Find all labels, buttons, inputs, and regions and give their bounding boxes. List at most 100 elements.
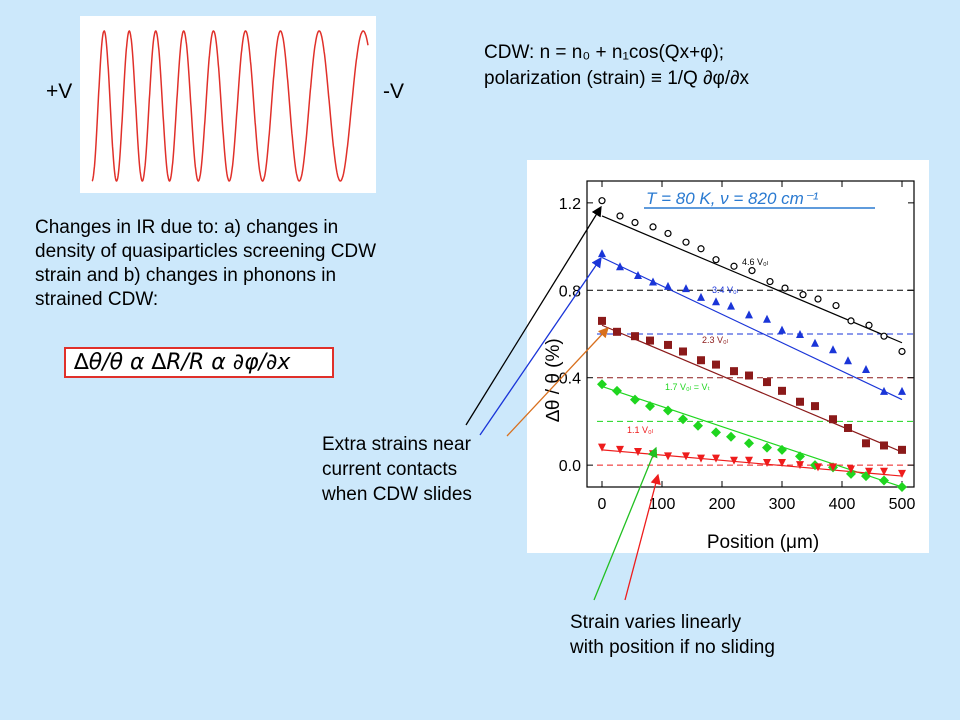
data-point <box>829 345 837 354</box>
data-point <box>862 439 870 448</box>
data-point <box>711 427 721 438</box>
chart-baselines <box>597 289 914 466</box>
data-point <box>846 468 856 479</box>
data-point <box>832 301 840 310</box>
x-axis-label: Position (μm) <box>707 532 819 553</box>
chart-panel: 0 100 200 300 400 500 0.0 0.4 0.8 1.2 4.6 V₀ₗ 3.4 … <box>527 160 929 553</box>
data-point <box>664 340 672 349</box>
data-point <box>829 463 837 472</box>
data-point <box>799 291 807 299</box>
data-point <box>880 332 888 340</box>
linear-strain-note: Strain varies linearly with position if … <box>570 610 775 660</box>
data-point <box>598 197 606 205</box>
series-label: 1.1 V₀ₗ <box>627 425 654 435</box>
data-point <box>645 401 655 412</box>
data-point <box>664 229 672 238</box>
data-point <box>712 454 720 463</box>
extra-line-2: current contacts <box>322 459 458 480</box>
data-point <box>766 277 774 286</box>
data-point <box>679 347 687 356</box>
data-point <box>745 371 753 380</box>
series-label: 4.6 V₀ₗ <box>742 257 769 267</box>
strain-line-1: Strain varies linearly <box>570 612 742 633</box>
data-point <box>646 336 654 345</box>
data-point <box>829 415 837 424</box>
wave-panel <box>80 16 376 193</box>
data-point <box>616 212 624 220</box>
x-tick-label: 400 <box>829 496 856 513</box>
data-point <box>898 347 906 356</box>
data-point <box>796 397 804 406</box>
data-point <box>712 297 720 306</box>
data-point <box>697 292 705 301</box>
chart-title: T = 80 K, ν = 820 cm⁻¹ <box>646 189 819 208</box>
data-point <box>745 310 753 319</box>
data-point <box>778 458 786 467</box>
cdw-equation-line1: CDW: n = n₀ + n₁cos(Qx+φ); <box>484 42 725 63</box>
fit-line <box>601 449 903 477</box>
data-point <box>712 256 720 264</box>
data-point <box>748 267 756 275</box>
y-axis-label: ∆θ / θ (%) <box>543 338 564 421</box>
data-point <box>649 223 657 231</box>
y-tick-label: 0.8 <box>559 283 581 300</box>
data-point <box>880 386 888 395</box>
data-point <box>865 321 873 329</box>
data-point <box>898 469 906 478</box>
data-point <box>697 245 705 253</box>
chart-series-labels: 4.6 V₀ₗ 3.4 V₀ₗ 2.3 V₀ₗ 1.7 V₀ₗ = Vₜ 1.1 V₀ₗ <box>627 257 769 435</box>
strain-line-2: with position if no sliding <box>570 637 775 658</box>
cdw-equation-line2: polarization (strain) ≡ 1/Q ∂φ/∂x <box>484 68 749 89</box>
y-tick-label: 1.2 <box>559 196 581 213</box>
y-tick-label: 0.0 <box>559 458 581 475</box>
minus-v-label: -V <box>383 80 404 103</box>
wave-curve <box>91 30 369 182</box>
data-point <box>879 475 889 486</box>
data-point <box>664 452 672 461</box>
data-point <box>745 456 753 465</box>
x-tick-label: 500 <box>889 496 916 513</box>
data-point <box>693 420 703 431</box>
data-point <box>726 431 736 442</box>
data-point <box>682 284 690 293</box>
data-point <box>763 378 771 387</box>
data-point <box>844 423 852 432</box>
data-point <box>631 332 639 341</box>
plus-v-label: +V <box>46 80 73 103</box>
data-point <box>762 442 772 453</box>
data-point <box>865 467 873 476</box>
ir-line-4: strained CDW: <box>35 289 159 310</box>
data-point <box>634 448 642 457</box>
data-point <box>847 317 855 325</box>
data-point <box>727 301 735 310</box>
proportionality-formula: ∆θ/θ α ∆R/R α ∂φ/∂x <box>64 347 334 378</box>
extra-strains-note: Extra strains near current contacts when… <box>322 432 472 507</box>
data-point <box>697 454 705 463</box>
data-point <box>778 386 786 395</box>
data-point <box>616 262 624 271</box>
data-point <box>898 386 906 395</box>
data-point <box>663 405 673 416</box>
data-point <box>796 461 804 470</box>
data-point <box>630 394 640 405</box>
data-point <box>814 295 822 303</box>
data-point <box>598 316 606 325</box>
data-point <box>796 330 804 338</box>
data-point <box>763 314 771 323</box>
data-point <box>795 451 805 462</box>
x-tick-label: 200 <box>709 496 736 513</box>
series-label: 3.4 V₀ₗ <box>712 285 739 295</box>
data-point <box>712 360 720 369</box>
data-point <box>730 262 738 270</box>
series-label: 2.3 V₀ₗ <box>702 335 729 345</box>
cdw-equations: CDW: n = n₀ + n₁cos(Qx+φ); polarization … <box>484 40 749 92</box>
chart-markers <box>597 197 907 492</box>
data-point <box>697 356 705 365</box>
data-point <box>664 281 672 290</box>
series-label: 1.7 V₀ₗ = Vₜ <box>665 382 711 392</box>
x-tick-label: 100 <box>649 496 676 513</box>
ir-line-3: strain and b) changes in phonons in <box>35 265 337 286</box>
x-tick-label: 300 <box>769 496 796 513</box>
data-point <box>613 327 621 336</box>
